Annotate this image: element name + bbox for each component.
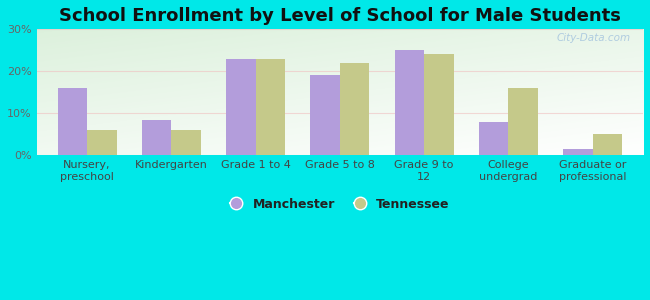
Bar — [563, 149, 593, 155]
Bar — [87, 130, 116, 155]
Bar — [310, 75, 340, 155]
Bar — [226, 59, 255, 155]
Bar — [508, 88, 538, 155]
Bar — [340, 63, 369, 155]
Legend: Manchester, Tennessee: Manchester, Tennessee — [226, 194, 453, 214]
Bar — [479, 122, 508, 155]
Bar — [424, 55, 454, 155]
Bar — [255, 59, 285, 155]
Bar — [58, 88, 87, 155]
Bar — [593, 134, 622, 155]
Text: City-Data.com: City-Data.com — [557, 33, 631, 43]
Bar — [172, 130, 201, 155]
Title: School Enrollment by Level of School for Male Students: School Enrollment by Level of School for… — [59, 7, 621, 25]
Bar — [395, 50, 424, 155]
Bar — [142, 119, 172, 155]
